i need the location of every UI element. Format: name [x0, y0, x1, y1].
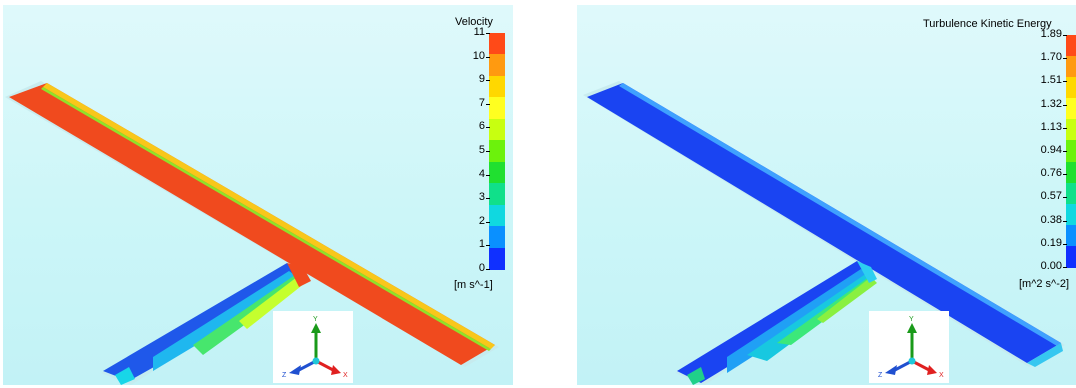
legend-color-segment [1066, 56, 1076, 79]
legend-color-segment [1066, 203, 1076, 226]
axis-triad-graphic: Y X Z [282, 316, 348, 379]
legend-tick-label: 9 [478, 73, 485, 86]
legend-tick-label: 2 [478, 214, 485, 227]
legend-tick-mark [1063, 243, 1067, 245]
legend-color-segment [489, 75, 505, 98]
legend-color-segment [489, 247, 505, 270]
axis-y-label: Y [909, 316, 914, 323]
legend-color-segment [489, 97, 505, 120]
legend-color-segment [1066, 140, 1076, 163]
legend-tick-label: 1.32 [1040, 97, 1062, 110]
axis-x-label: X [939, 372, 944, 379]
legend-tick-mark [486, 80, 490, 82]
axis-z-label: Z [282, 372, 287, 379]
velocity-geometry [5, 81, 499, 385]
branch-channel [677, 261, 875, 383]
axis-triad: Y X Z [273, 311, 353, 383]
legend-color-segment [489, 226, 505, 249]
legend-tick-mark [1063, 81, 1067, 83]
axis-x-label: X [343, 372, 348, 379]
legend-tick-label: 0.76 [1040, 167, 1062, 180]
velocity-contour-viewport[interactable]: Velocity 11 10 9 7 6 5 4 3 2 1 0 [m s^-1] Y X Z [3, 5, 513, 385]
legend-tick-label: 0.38 [1040, 213, 1062, 226]
legend-tick-mark [1063, 267, 1067, 268]
legend-color-bar [1066, 35, 1076, 268]
legend-tick-label: 7 [478, 96, 485, 109]
legend-tick-mark [486, 198, 490, 200]
legend-tick-mark [486, 33, 490, 34]
legend-tick-label: 6 [478, 120, 485, 133]
legend-tick-label: 1 [478, 238, 485, 251]
legend-color-bar [489, 33, 505, 270]
legend-units: [m s^-1] [454, 279, 493, 291]
legend-tick-mark [486, 174, 490, 176]
legend-color-segment [489, 33, 505, 55]
legend-tick-label: 0.00 [1040, 260, 1062, 272]
legend-tick-label: 1.70 [1040, 51, 1062, 64]
legend-tick-mark [486, 221, 490, 223]
legend-tick-label: 3 [478, 191, 485, 204]
legend-tick-mark [1063, 197, 1067, 199]
legend-tick-label: 5 [478, 144, 485, 156]
legend-tick-label: 4 [478, 167, 485, 180]
legend-title: Turbulence Kinetic Energy [923, 18, 1052, 30]
legend-color-segment [489, 54, 505, 77]
legend-color-segment [1066, 119, 1076, 142]
main-channel [587, 83, 1061, 363]
main-channel [9, 83, 495, 365]
legend-tick-mark [486, 103, 490, 105]
legend-color-segment [489, 183, 505, 206]
legend-tick-mark [486, 127, 490, 129]
legend-color-segment [1066, 98, 1076, 121]
legend-color-segment [1066, 245, 1076, 268]
legend-tick-mark [1063, 35, 1067, 36]
legend-tick-label: 0.57 [1040, 190, 1062, 203]
legend-tick-mark [1063, 220, 1067, 222]
axis-y-label: Y [313, 316, 318, 323]
legend-color-segment [489, 140, 505, 163]
turbulence-geometry [583, 81, 1065, 385]
legend-tick-mark [486, 269, 490, 270]
legend-tick-label: 1.13 [1040, 120, 1062, 133]
legend-tick-label: 11 [473, 26, 485, 38]
legend-color-segment [489, 204, 505, 227]
legend-tick-label: 0.19 [1040, 236, 1062, 249]
legend-tick-mark [1063, 127, 1067, 129]
legend-tick-label: 1.89 [1040, 28, 1062, 40]
legend-tick-mark [1063, 151, 1067, 152]
legend-tick-mark [486, 245, 490, 247]
legend-tick-mark [1063, 58, 1067, 60]
legend-tick-mark [1063, 104, 1067, 106]
legend-tick-mark [1063, 174, 1067, 176]
legend-color-segment [489, 118, 505, 141]
legend-units: [m^2 s^-2] [1019, 278, 1070, 290]
legend-tick-label: 10 [472, 49, 485, 62]
legend-color-segment [1066, 161, 1076, 184]
axis-z-label: Z [878, 372, 883, 379]
legend-color-segment [489, 161, 505, 184]
legend-title: Velocity [455, 16, 493, 28]
legend-tick-label: 0.94 [1040, 144, 1062, 156]
legend-tick-label: 0 [478, 262, 485, 274]
legend-color-segment [1066, 35, 1076, 57]
legend-color-segment [1066, 182, 1076, 205]
legend-tick-mark [486, 151, 490, 152]
axis-triad-graphic: Y X Z [878, 316, 944, 379]
turbulence-contour-viewport[interactable]: Turbulence Kinetic Energy 1.89 1.70 1.51 1.… [577, 5, 1076, 385]
legend-color-segment [1066, 77, 1076, 100]
legend-color-segment [1066, 224, 1076, 247]
legend-tick-mark [486, 56, 490, 58]
axis-triad: Y X Z [869, 311, 949, 383]
legend-tick-label: 1.51 [1040, 74, 1062, 87]
